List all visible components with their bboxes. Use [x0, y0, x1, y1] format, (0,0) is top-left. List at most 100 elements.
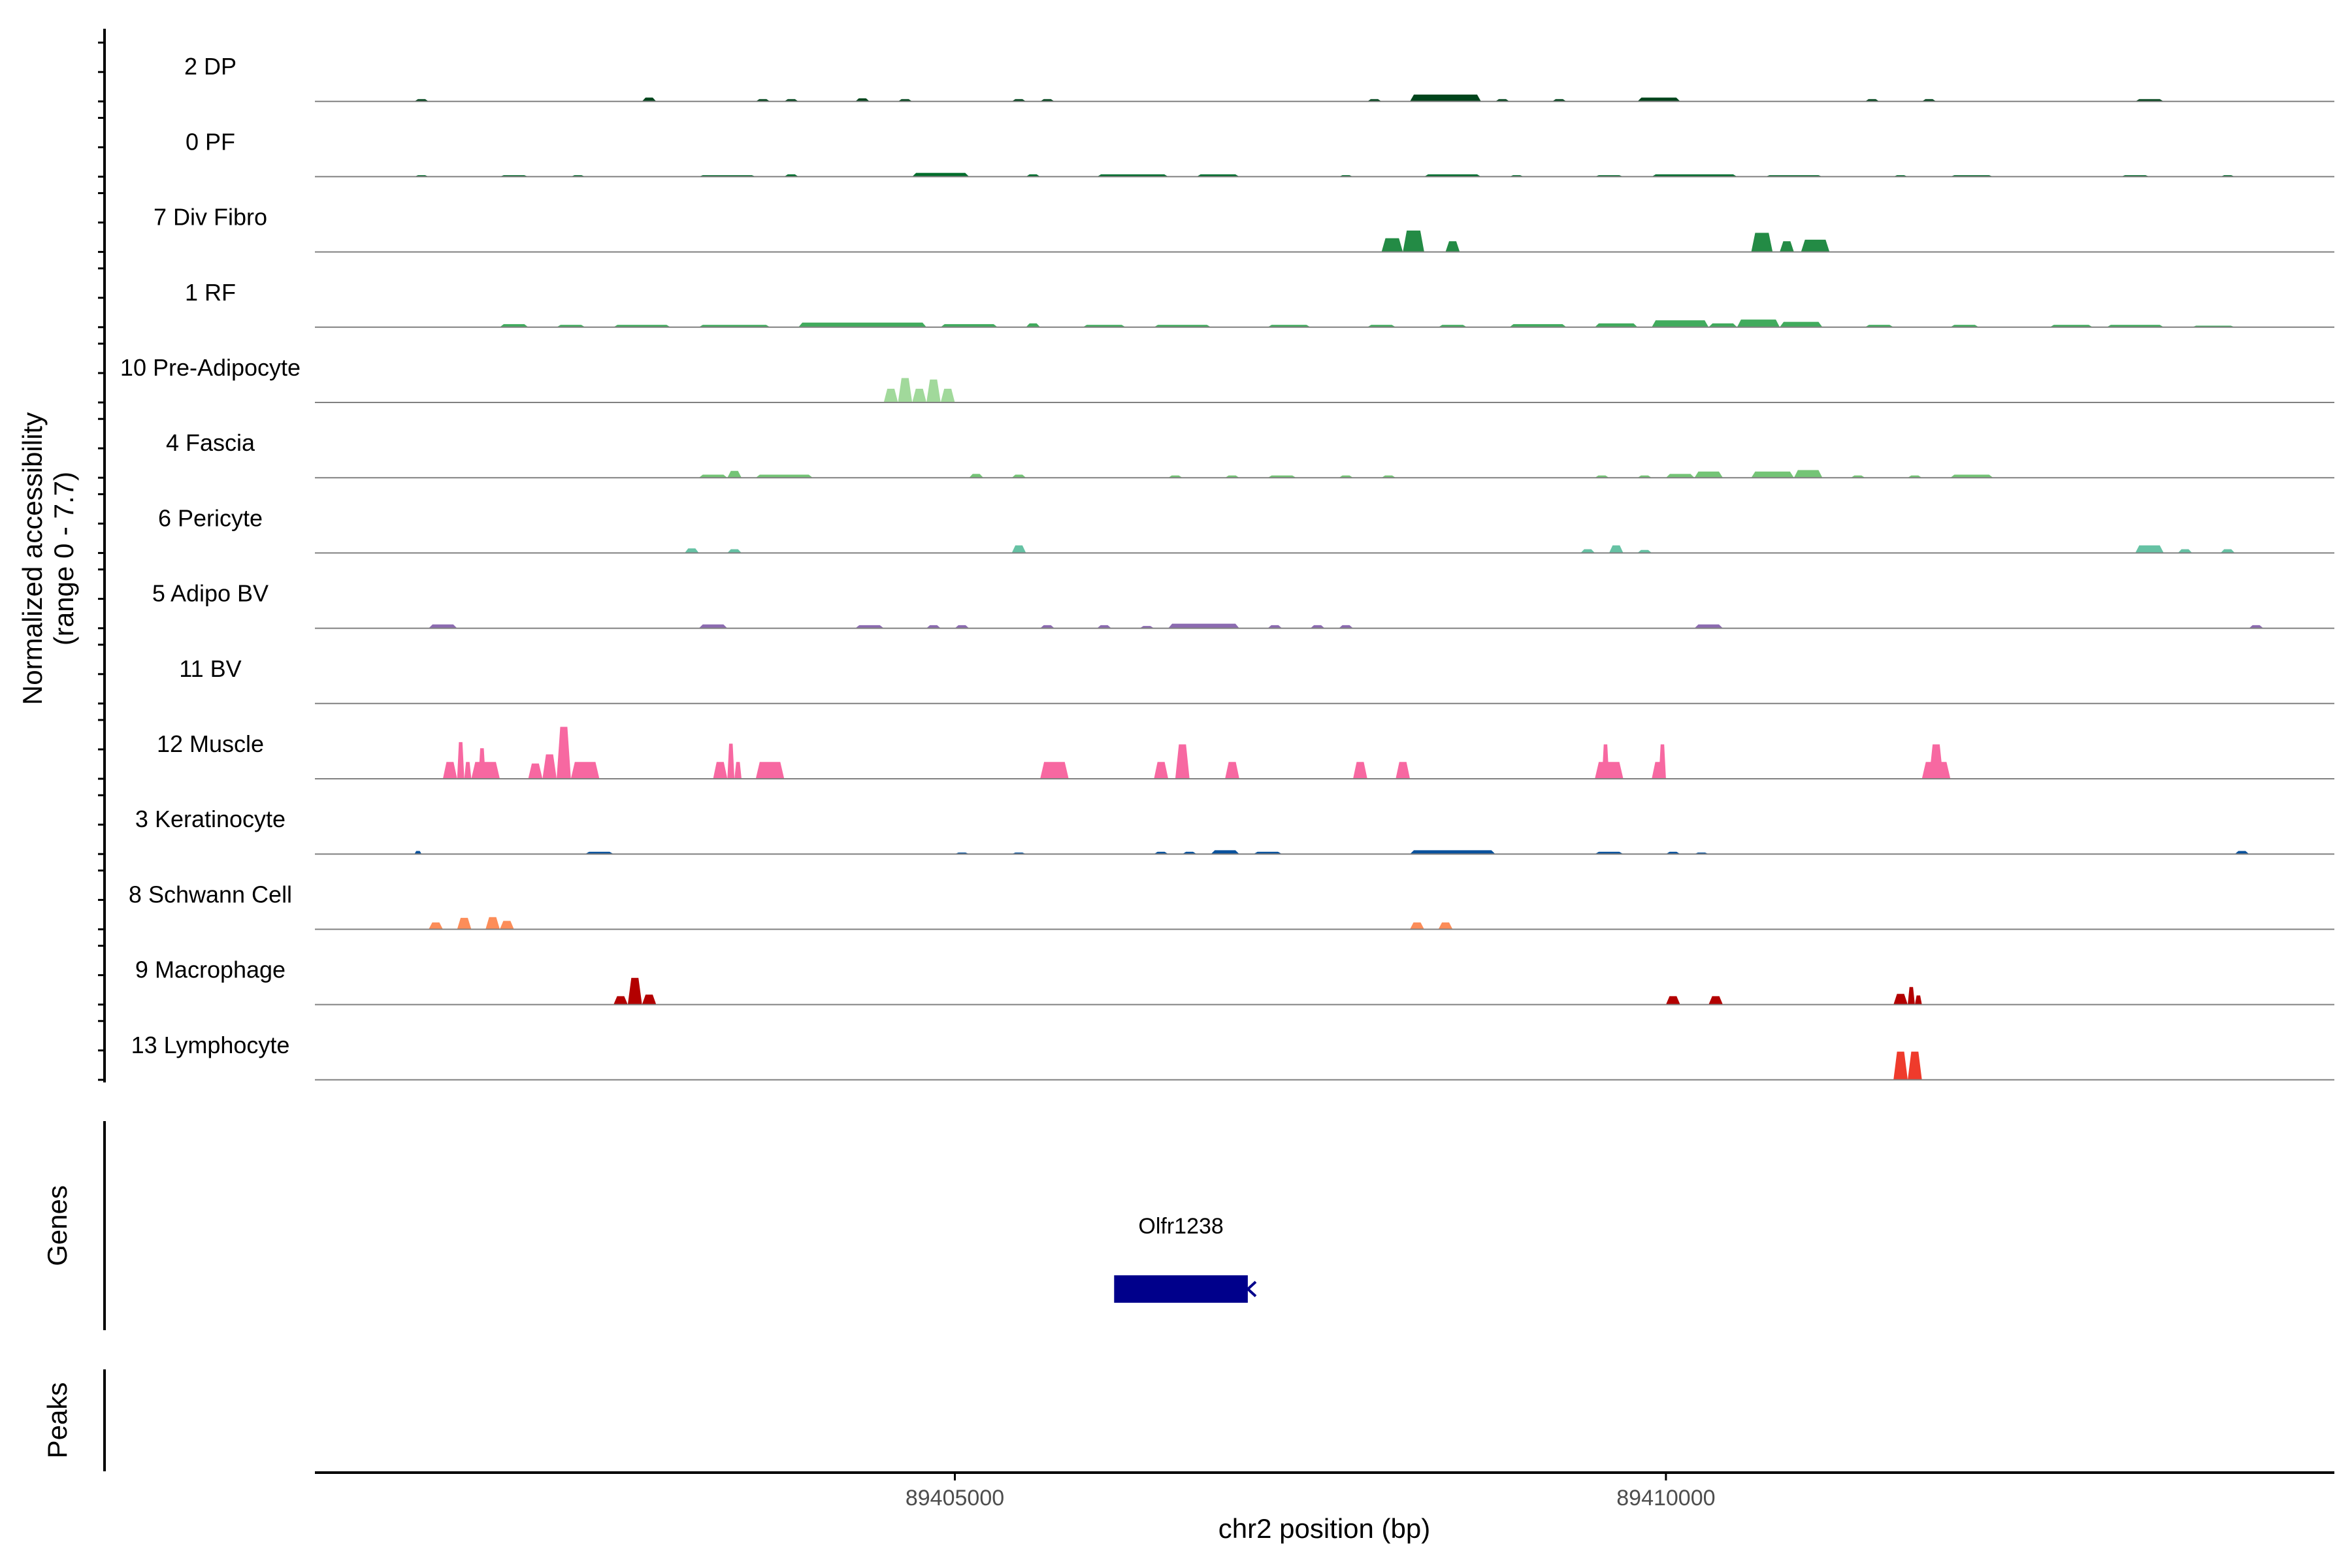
- signal-peak: [613, 996, 628, 1005]
- signal-peak: [1339, 625, 1353, 629]
- gene-body: [1114, 1275, 1248, 1303]
- peaks-panel: Peaks: [42, 1369, 106, 1471]
- signal-peak: [457, 917, 472, 930]
- signal-peak: [642, 97, 657, 102]
- signal-peak: [698, 474, 728, 478]
- track-label: 8 Schwann Cell: [129, 881, 292, 907]
- genes-panel: Genes Olfr1238: [42, 1121, 1257, 1330]
- signal-peak: [1011, 474, 1026, 478]
- signal-peak: [2178, 549, 2193, 553]
- signal-peak: [1737, 319, 1780, 327]
- signal-peak: [1637, 97, 1680, 102]
- signal-peak: [1708, 323, 1737, 327]
- signal-peak: [1040, 625, 1054, 629]
- track-label: 10 Pre-Adipocyte: [120, 354, 301, 381]
- signal-peak: [1410, 850, 1495, 855]
- signal-peak: [429, 922, 443, 930]
- accessibility-tracks: 2 DP 0 PF 7 Div Fibro 1 RF 10 Pre-Adipocyte 4…: [120, 53, 2334, 1081]
- x-tick-label: 89410000: [1616, 1486, 1715, 1511]
- signal-peak: [1353, 762, 1367, 779]
- track-5: 4 Fascia: [166, 429, 2334, 479]
- signal-peak: [1602, 744, 1609, 779]
- track-2: 7 Div Fibro: [154, 204, 2334, 253]
- signal-peak: [457, 742, 465, 779]
- signal-peak: [940, 389, 955, 402]
- signal-peak: [528, 763, 543, 779]
- track-0: 2 DP: [184, 53, 2334, 103]
- signal-peak: [1396, 762, 1411, 779]
- genes-panel-label: Genes: [42, 1185, 73, 1266]
- signal-peak: [1595, 762, 1624, 779]
- signal-peak: [1154, 762, 1169, 779]
- signal-peak: [1267, 625, 1282, 629]
- track-12: 9 Macrophage: [135, 956, 2334, 1005]
- track-label: 5 Adipo BV: [152, 580, 269, 607]
- signal-peak: [685, 548, 699, 553]
- signal-peak: [1659, 744, 1666, 779]
- signal-peak: [926, 625, 941, 629]
- signal-peak: [1908, 1051, 1922, 1080]
- signal-peak: [1026, 323, 1041, 327]
- signal-peak: [2234, 851, 2249, 855]
- signal-peak: [940, 324, 998, 327]
- signal-peak: [1011, 545, 1026, 553]
- signal-peak: [1040, 762, 1069, 779]
- signal-peak: [1694, 471, 1723, 478]
- signal-peak: [1310, 625, 1325, 629]
- signal-peak: [642, 994, 657, 1005]
- signal-peak: [755, 474, 813, 478]
- signal-peak: [1708, 996, 1723, 1005]
- track-label: 3 Keratinocyte: [135, 806, 286, 832]
- signal-peak: [912, 172, 970, 177]
- signal-peak: [855, 625, 884, 629]
- signal-peak: [429, 624, 457, 629]
- signal-peak: [485, 917, 500, 930]
- signal-peak: [557, 727, 571, 779]
- signal-peak: [627, 977, 642, 1005]
- signal-peak: [1793, 470, 1823, 478]
- x-axis-ticks: 89405000 89410000: [906, 1473, 1716, 1511]
- signal-peak: [2220, 549, 2235, 553]
- signal-peak: [1950, 474, 1993, 478]
- signal-peak: [1665, 996, 1680, 1005]
- track-11: 8 Schwann Cell: [129, 881, 2334, 930]
- signal-peak: [727, 743, 735, 779]
- track-7: 5 Adipo BV: [152, 580, 2334, 629]
- signal-peak: [912, 389, 926, 402]
- track-3: 1 RF: [185, 279, 2334, 328]
- signal-peak: [2135, 545, 2164, 553]
- signal-peak: [1751, 233, 1773, 252]
- track-label: 7 Div Fibro: [154, 204, 267, 231]
- track-4: 10 Pre-Adipocyte: [120, 354, 2334, 403]
- x-axis-title: chr2 position (bp): [1218, 1513, 1431, 1544]
- track-1: 0 PF: [186, 128, 2334, 178]
- track-label: 11 BV: [179, 655, 241, 682]
- signal-peak: [713, 762, 728, 779]
- signal-peak: [500, 324, 529, 327]
- signal-peak: [1694, 624, 1723, 629]
- track-6: 6 Pericyte: [158, 504, 2334, 554]
- signal-peak: [727, 549, 742, 553]
- signal-peak: [955, 625, 970, 629]
- track-label: 13 Lymphocyte: [131, 1032, 290, 1058]
- signal-peak: [1929, 744, 1944, 779]
- signal-peak: [898, 378, 913, 402]
- signal-peak: [478, 748, 486, 779]
- track-13: 13 Lymphocyte: [131, 1032, 2334, 1081]
- signal-peak: [1893, 994, 1908, 1005]
- signal-peak: [542, 754, 557, 779]
- signal-peak: [734, 762, 742, 779]
- track-y-axis: [98, 29, 106, 1083]
- track-label: 6 Pericyte: [158, 504, 263, 531]
- signal-peak: [1609, 545, 1624, 553]
- signal-peak: [2249, 625, 2264, 629]
- signal-peak: [1168, 623, 1239, 629]
- signal-peak: [1445, 241, 1460, 252]
- signal-peak: [1893, 1051, 1908, 1080]
- gene-strand-arrow: [1246, 1281, 1257, 1298]
- signal-peak: [1403, 230, 1424, 252]
- x-tick-label: 89405000: [906, 1486, 1004, 1511]
- track-10: 3 Keratinocyte: [135, 806, 2334, 855]
- signal-peak: [500, 921, 514, 930]
